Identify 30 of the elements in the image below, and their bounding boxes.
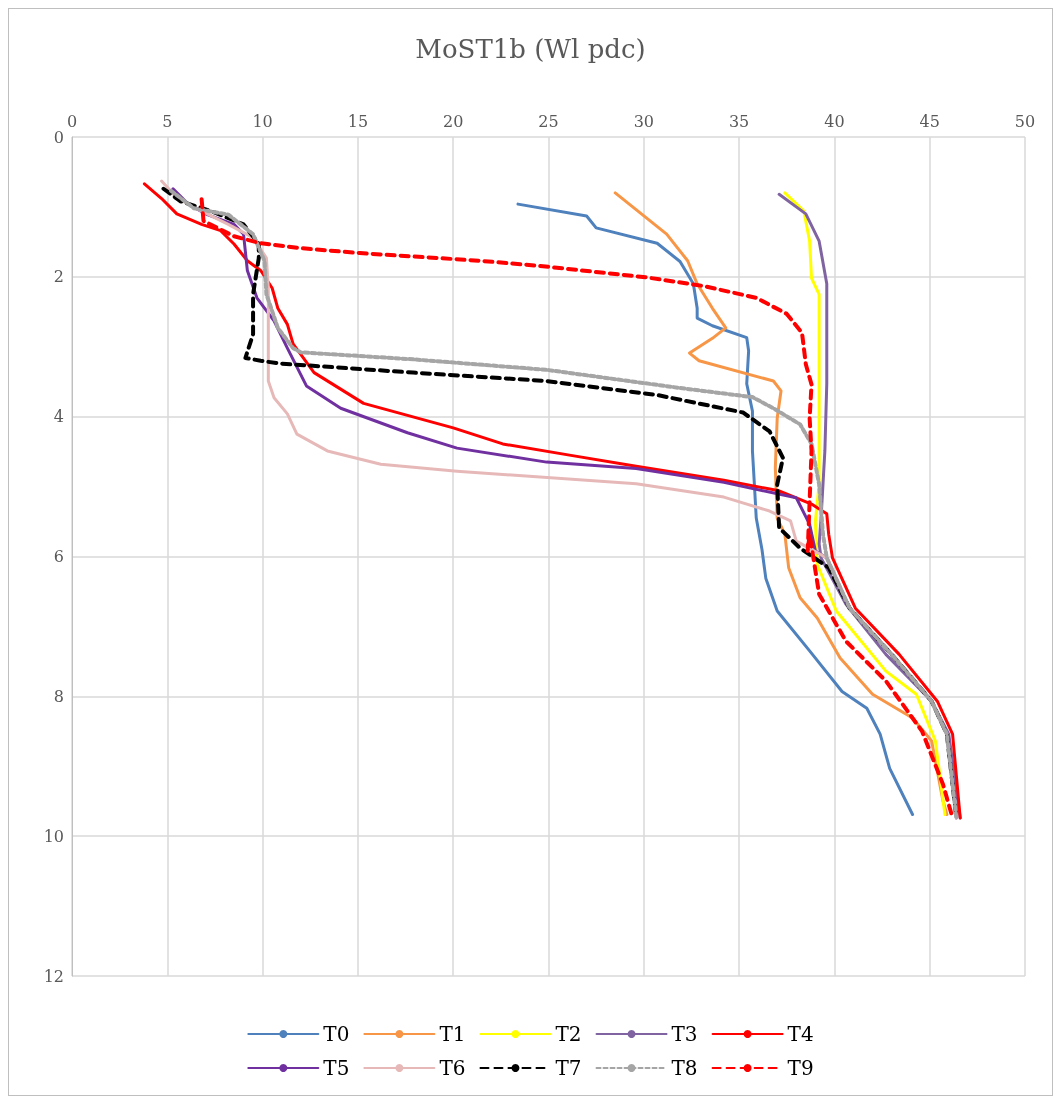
legend-label: T3 (671, 1022, 698, 1046)
y-tick-label: 2 (53, 267, 64, 287)
y-tick-label: 10 (43, 826, 64, 846)
x-tick-label: 0 (66, 111, 78, 131)
x-tick-label: 40 (824, 111, 845, 131)
y-tick-label: 6 (53, 547, 64, 566)
x-tick-label: 30 (633, 111, 654, 131)
y-tick-label: 12 (43, 966, 64, 986)
legend-label: T2 (555, 1022, 582, 1046)
y-tick-label: 8 (53, 686, 64, 706)
y-tick-label: 0 (53, 127, 64, 147)
x-tick-label: 15 (347, 111, 369, 131)
x-tick-label: 20 (443, 111, 464, 131)
chart-title: MoST1b (Wl pdc) (415, 34, 646, 64)
x-tick-label: 10 (252, 111, 273, 131)
legend-label: T9 (787, 1056, 814, 1080)
legend-label: T6 (439, 1056, 466, 1080)
legend-label: T7 (555, 1056, 582, 1080)
line-series (516, 202, 915, 816)
legend-label: T0 (323, 1022, 350, 1046)
legend-label: T4 (787, 1022, 814, 1046)
x-tick-label: 5 (162, 111, 173, 131)
legend-label: T8 (671, 1056, 698, 1080)
legend-label: T1 (439, 1022, 466, 1046)
x-tick-label: 35 (728, 111, 750, 131)
x-tick-label: 45 (919, 111, 940, 131)
legend-label: T5 (323, 1056, 350, 1080)
y-tick-label: 4 (53, 407, 64, 427)
x-tick-label: 25 (538, 111, 559, 131)
x-tick-label: 50 (1014, 111, 1036, 131)
